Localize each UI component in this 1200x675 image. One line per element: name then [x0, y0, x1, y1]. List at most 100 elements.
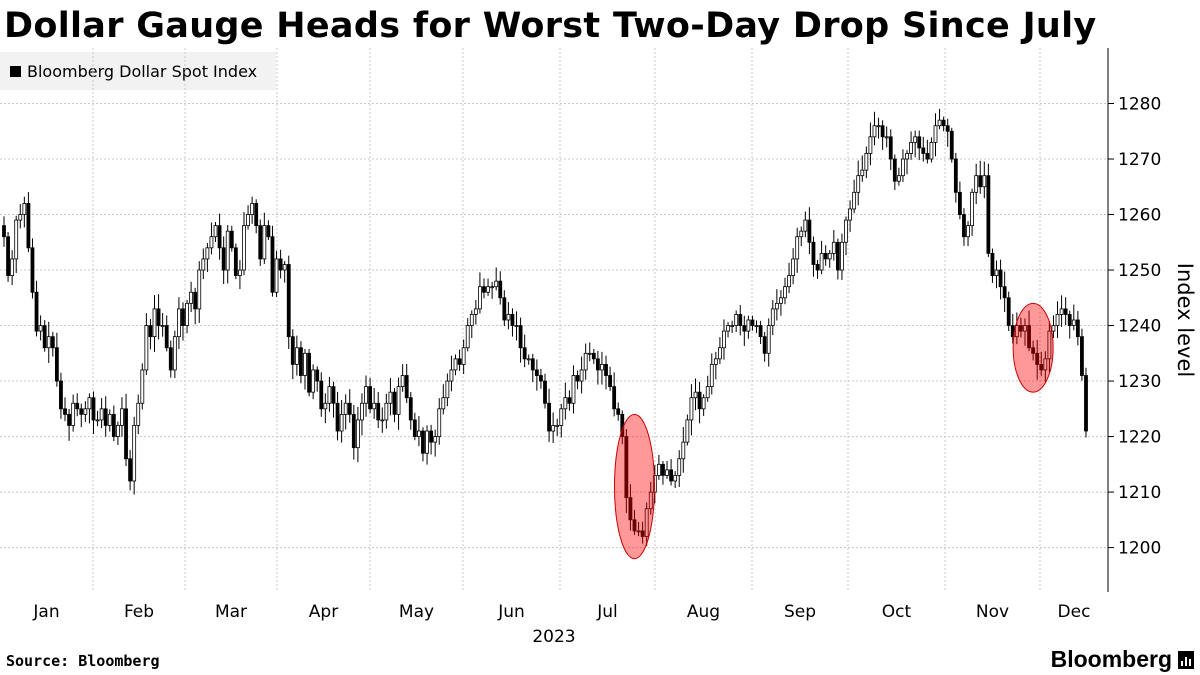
candle-body: [1035, 352, 1040, 365]
candle-body: [665, 469, 669, 476]
candle-body: [254, 203, 259, 227]
candle-body: [404, 375, 409, 399]
candle: [665, 460, 669, 479]
candle: [872, 111, 877, 146]
candle-body: [750, 319, 755, 326]
candle: [396, 377, 401, 430]
candle: [571, 365, 576, 414]
candle: [734, 310, 739, 333]
candle-body: [327, 386, 332, 404]
candle-body: [311, 369, 316, 393]
candle: [807, 207, 812, 255]
x-tick-label: Nov: [976, 602, 1009, 622]
candle: [1055, 301, 1060, 339]
candle-body: [1043, 358, 1048, 371]
candle: [864, 146, 869, 179]
candle: [917, 130, 922, 161]
candle: [177, 297, 181, 349]
candle: [42, 320, 47, 352]
candle: [1019, 317, 1023, 338]
candle: [648, 481, 653, 515]
candle: [482, 278, 486, 299]
source-note: Source: Bloomberg: [6, 652, 160, 670]
x-tick-label: Mar: [215, 602, 247, 622]
candle-body: [864, 153, 869, 171]
candle-body: [754, 325, 759, 327]
candle-body: [449, 369, 454, 382]
candle: [880, 120, 885, 150]
candle-body: [140, 369, 145, 404]
candle-body: [884, 136, 889, 139]
candle-body: [758, 325, 763, 338]
candle: [364, 375, 368, 417]
candle-body: [982, 175, 987, 188]
candle-body: [246, 214, 250, 227]
candle-body: [144, 325, 149, 371]
candle: [774, 289, 779, 321]
candle-body: [693, 391, 698, 399]
candle-body: [91, 397, 96, 421]
candle: [6, 231, 10, 282]
candle-body: [331, 386, 336, 404]
candle: [746, 315, 751, 339]
candle-body: [656, 463, 661, 476]
candle-body: [591, 352, 596, 360]
candle: [726, 322, 730, 338]
candle-body: [787, 275, 791, 288]
candle-body: [343, 402, 348, 415]
candle: [510, 308, 515, 337]
candle: [522, 334, 527, 368]
candle: [290, 329, 295, 380]
y-tick-label: 1270: [1118, 150, 1161, 170]
candle-body: [970, 191, 975, 227]
candle: [587, 342, 592, 362]
candle: [795, 227, 800, 273]
candle: [953, 152, 958, 203]
candle: [339, 399, 344, 443]
candle: [323, 393, 328, 424]
candle-body: [79, 408, 84, 415]
candle-body: [282, 264, 287, 271]
candle-body: [868, 136, 873, 154]
candle: [608, 366, 612, 391]
candle-body: [323, 402, 328, 410]
candle: [343, 394, 348, 430]
candle-body: [1071, 319, 1076, 326]
candle: [905, 150, 909, 175]
candle: [543, 373, 547, 409]
candle-body: [1027, 325, 1031, 349]
x-tick-label: Jun: [497, 602, 525, 622]
candle: [445, 373, 450, 407]
candle: [888, 129, 893, 171]
candle: [490, 281, 495, 299]
candle-body: [1075, 319, 1080, 338]
candle-body: [856, 175, 861, 193]
candle-body: [221, 247, 226, 271]
candle-body: [172, 336, 177, 371]
candle: [1035, 339, 1040, 380]
candle-body: [160, 325, 165, 327]
candle-body: [177, 308, 181, 338]
candle-body: [156, 308, 161, 326]
candle-body: [486, 286, 490, 293]
candle: [595, 350, 600, 385]
candle: [514, 311, 519, 341]
candle: [693, 378, 698, 411]
candle-body: [1023, 325, 1027, 332]
candle-body: [506, 314, 511, 321]
candle: [945, 118, 950, 147]
candle-body: [490, 286, 495, 289]
candle-body: [762, 336, 767, 354]
candle: [303, 349, 307, 390]
candle: [421, 427, 425, 462]
y-tick-label: 1200: [1118, 539, 1161, 559]
y-tick-label: 1230: [1118, 372, 1161, 392]
candle-body: [791, 258, 796, 276]
candle-body: [726, 325, 730, 332]
candle-body: [494, 280, 499, 288]
candle: [937, 108, 942, 130]
candle-body: [612, 386, 617, 410]
candle-body: [299, 347, 303, 376]
candle-body: [563, 397, 568, 410]
candle-body: [848, 208, 852, 221]
